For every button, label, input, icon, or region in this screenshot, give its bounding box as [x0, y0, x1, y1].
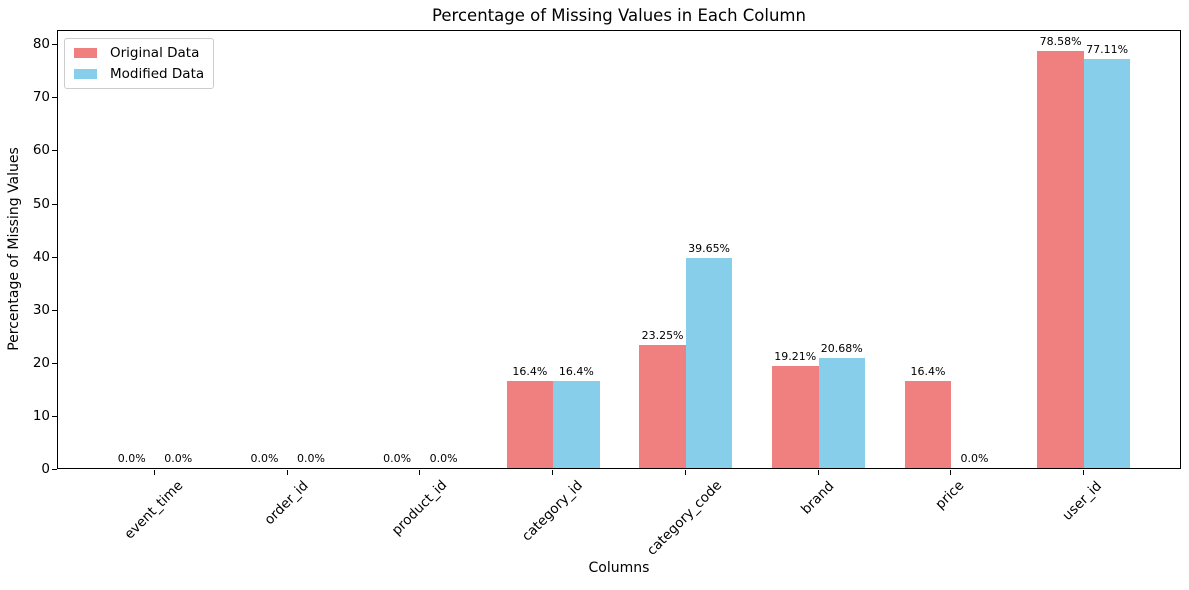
- x-tick-mark: [419, 470, 421, 475]
- x-tick-label: order_id: [261, 477, 312, 528]
- y-tick-mark: [52, 44, 57, 46]
- y-tick-label: 70: [32, 89, 50, 106]
- bar-value-label: 19.21%: [774, 350, 817, 364]
- y-tick-label: 80: [32, 36, 50, 53]
- x-tick-label: brand: [797, 477, 837, 518]
- bar-value-label: 78.58%: [1039, 34, 1082, 48]
- y-tick-label: 60: [32, 142, 50, 159]
- x-tick-label: category_id: [518, 477, 586, 545]
- legend-entry: Original Data: [74, 45, 204, 61]
- bar-original-brand: [772, 366, 819, 468]
- bar-modified-category_id: [553, 380, 600, 468]
- legend: Original Data Modified Data: [64, 38, 215, 89]
- bar-value-label: 20.68%: [820, 342, 863, 356]
- x-tick-mark: [154, 470, 155, 475]
- bar-original-category_code: [639, 344, 686, 468]
- bar-original-price: [904, 380, 952, 468]
- y-tick-label: 50: [32, 195, 50, 212]
- x-tick-label: price: [932, 477, 968, 513]
- y-tick-mark: [52, 469, 57, 470]
- y-tick-mark: [52, 362, 57, 364]
- legend-label: Modified Data: [110, 66, 205, 82]
- y-tick-label: 30: [32, 301, 50, 318]
- bar-original-category_id: [506, 380, 554, 468]
- bar-value-label: 16.4%: [512, 364, 548, 378]
- y-tick-mark: [52, 203, 57, 205]
- bar-value-label: 16.4%: [558, 364, 594, 378]
- legend-swatch-original: [74, 48, 97, 58]
- bar-value-label: 23.25%: [641, 328, 684, 342]
- bar-value-label: 77.11%: [1086, 42, 1129, 56]
- x-tick-mark: [286, 470, 288, 475]
- bar-value-label: 0.0%: [383, 452, 412, 465]
- bar-value-label: 0.0%: [296, 452, 325, 465]
- bar-modified-brand: [818, 358, 865, 468]
- y-tick-mark: [52, 97, 57, 99]
- x-tick-mark: [817, 470, 819, 475]
- y-tick-label: 0: [41, 461, 50, 477]
- y-tick-label: 20: [32, 354, 50, 371]
- x-tick-label: product_id: [388, 477, 451, 540]
- bar-value-label: 0.0%: [117, 452, 146, 465]
- y-tick-mark: [52, 415, 57, 417]
- y-tick-label: 40: [32, 248, 50, 265]
- chart-title: Percentage of Missing Values in Each Col…: [432, 6, 806, 25]
- y-tick-mark: [52, 150, 57, 152]
- x-tick-mark: [1082, 470, 1084, 475]
- bar-value-label: 0.0%: [960, 452, 989, 465]
- x-tick-label: event_time: [121, 477, 187, 543]
- legend-entry: Modified Data: [74, 66, 204, 82]
- bar-value-label: 0.0%: [164, 452, 193, 465]
- bar-value-label: 0.0%: [429, 452, 458, 465]
- legend-label: Original Data: [110, 45, 200, 61]
- bar-modified-category_code: [685, 257, 733, 468]
- bar-value-label: 16.4%: [910, 364, 946, 378]
- bar-value-label: 39.65%: [688, 241, 731, 255]
- y-tick-mark: [52, 256, 57, 258]
- bar-original-user_id: [1037, 50, 1084, 468]
- x-tick-mark: [950, 470, 952, 475]
- x-tick-label: category_code: [644, 477, 726, 560]
- bar-modified-user_id: [1083, 58, 1131, 468]
- legend-swatch-modified: [74, 69, 97, 79]
- bar-value-label: 0.0%: [250, 452, 279, 465]
- x-tick-mark: [684, 470, 686, 475]
- plot-area: Original Data Modified Data 0.0% 0.0% 0.0% 1…: [57, 30, 1181, 469]
- x-tick-mark: [552, 470, 554, 475]
- x-tick-label: user_id: [1059, 477, 1106, 524]
- y-tick-mark: [52, 309, 57, 311]
- x-axis-label: Columns: [588, 560, 650, 576]
- y-tick-label: 10: [32, 407, 50, 424]
